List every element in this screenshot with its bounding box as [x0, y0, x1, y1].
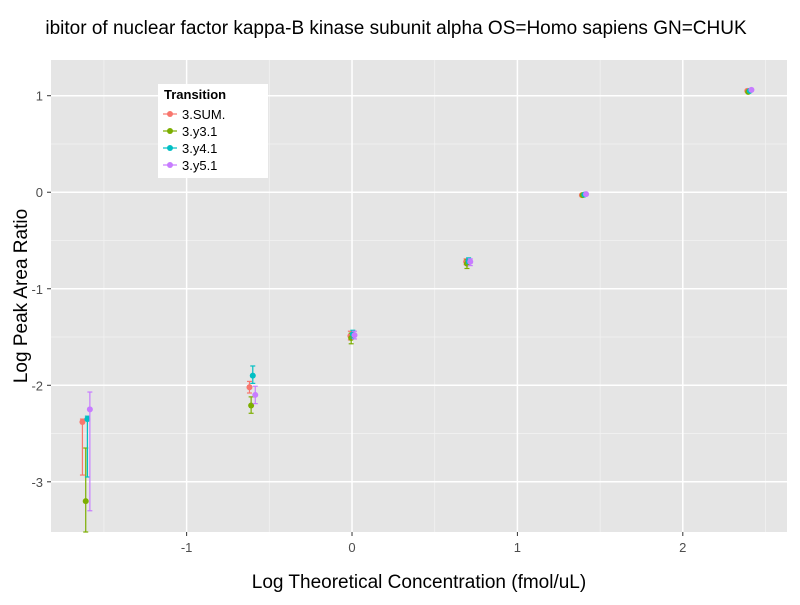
y-axis: -3 -2 -1 0 1: [31, 89, 51, 490]
data-point: [86, 406, 93, 413]
legend-item: 3.y4.1: [163, 141, 217, 156]
legend-key-point: [167, 162, 173, 168]
legend-title: Transition: [164, 87, 226, 102]
legend-item: 3.SUM.: [163, 107, 225, 122]
legend-label: 3.y4.1: [182, 141, 217, 156]
legend-key-point: [167, 145, 173, 151]
data-point: [467, 258, 474, 265]
y-axis-label: Log Peak Area Ratio: [11, 209, 32, 383]
legend-label: 3.y3.1: [182, 124, 217, 139]
x-tick-label: 0: [348, 540, 355, 555]
data-point: [252, 391, 259, 398]
data-point: [246, 384, 253, 391]
y-tick-label: -1: [31, 282, 43, 297]
legend-key-point: [167, 128, 173, 134]
data-point: [248, 402, 255, 409]
data-point: [79, 418, 86, 425]
legend-key-point: [167, 111, 173, 117]
x-tick-label: -1: [181, 540, 193, 555]
y-tick-label: 0: [36, 185, 43, 200]
data-point: [351, 332, 358, 339]
data-point: [748, 86, 755, 93]
x-axis: -1 0 1 2: [181, 532, 686, 555]
series: [86, 86, 755, 512]
legend-label: 3.y5.1: [182, 158, 217, 173]
y-tick-label: -3: [31, 475, 43, 490]
x-axis-label: Log Theoretical Concentration (fmol/uL): [252, 572, 586, 593]
data-point: [249, 372, 256, 379]
chart-title: ibitor of nuclear factor kappa-B kinase …: [45, 18, 747, 39]
data-point: [583, 191, 590, 198]
series-layer: [79, 86, 755, 533]
x-tick-label: 1: [514, 540, 521, 555]
y-tick-label: 1: [36, 89, 43, 104]
legend-items: 3.SUM. 3.y3.1 3.y4.1 3.y5.1: [163, 107, 225, 173]
legend-item: 3.y3.1: [163, 124, 217, 139]
data-point: [84, 416, 91, 423]
legend-item: 3.y5.1: [163, 158, 217, 173]
legend: Transition 3.SUM. 3.y3.1 3.y4.1 3.y5.1: [158, 84, 268, 178]
y-tick-label: -2: [31, 378, 43, 393]
data-point: [82, 498, 89, 505]
x-tick-label: 2: [679, 540, 686, 555]
legend-label: 3.SUM.: [182, 107, 225, 122]
